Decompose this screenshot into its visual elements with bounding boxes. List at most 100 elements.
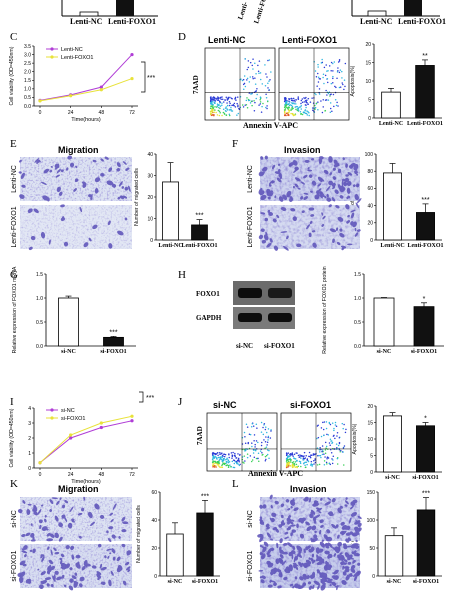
- stained-cell: [284, 536, 289, 540]
- flow-event-dot: [268, 59, 271, 61]
- stained-cell: [67, 155, 73, 160]
- flow-event-dot: [224, 107, 227, 109]
- flow-event-dot: [314, 459, 316, 461]
- stained-cell: [278, 572, 283, 577]
- stained-cell: [47, 546, 50, 550]
- flow-event-dot: [342, 447, 345, 449]
- flow-event-dot: [237, 104, 239, 106]
- panel-letter-g: G: [10, 269, 18, 281]
- stained-cell: [273, 582, 277, 587]
- micro-f-title: Invasion: [284, 145, 321, 155]
- flow-event-dot: [315, 76, 318, 78]
- y-label-c: Cell viability (OD=450nm): [9, 46, 15, 105]
- flow-event-dot: [331, 422, 334, 424]
- flow-event-dot: [324, 74, 327, 77]
- flow-event-dot: [320, 435, 323, 438]
- flow-event-dot: [325, 427, 328, 430]
- stained-cell: [290, 532, 293, 537]
- bar-d-1: [415, 65, 435, 119]
- flow-event-dot: [323, 82, 325, 85]
- stained-cell: [90, 521, 96, 527]
- stained-cell: [353, 552, 360, 557]
- flow-d-header-nc: Lenti-NC: [208, 35, 246, 45]
- flow-event-dot: [217, 97, 220, 99]
- stained-cell: [278, 173, 282, 178]
- flow-event-dot: [210, 105, 213, 108]
- stained-cell: [118, 181, 123, 187]
- stained-cell: [111, 548, 116, 554]
- flow-event-dot: [301, 98, 304, 100]
- stained-cell: [280, 514, 284, 519]
- stained-cell: [298, 561, 303, 568]
- flow-event-dot: [342, 451, 344, 453]
- stained-cell: [345, 497, 348, 500]
- flow-event-dot: [300, 99, 303, 102]
- flow-event-dot: [315, 93, 317, 96]
- sig-bracket-i: ***: [139, 391, 154, 403]
- flow-event-dot: [300, 454, 302, 457]
- flow-event-dot: [325, 89, 327, 92]
- stained-cell: [280, 207, 287, 211]
- flow-event-dot: [324, 110, 326, 112]
- flow-event-dot: [330, 70, 332, 72]
- stained-cell: [354, 227, 357, 232]
- stained-cell: [75, 554, 81, 559]
- flow-event-dot: [218, 465, 220, 467]
- flow-event-dot: [265, 431, 268, 434]
- flow-event-dot: [291, 466, 294, 468]
- stained-cell: [331, 523, 337, 529]
- legend-c-nc: Lenti-NC: [61, 47, 83, 53]
- flow-event-dot: [327, 457, 330, 459]
- y-tick-label-d: 10: [365, 79, 371, 85]
- flow-event-dot: [332, 435, 335, 437]
- chart-f-invasion: 020406080100Number of invaded cellsLenti…: [350, 152, 444, 249]
- data-point-i-1: [99, 421, 103, 425]
- flow-event-dot: [302, 457, 305, 460]
- panel-letter-k: K: [10, 478, 18, 490]
- flow-event-dot: [221, 454, 224, 457]
- flow-event-dot: [246, 68, 249, 71]
- stained-cell: [40, 181, 47, 185]
- stained-cell: [41, 526, 48, 531]
- flow-event-dot: [303, 455, 305, 457]
- stained-cell: [308, 232, 312, 238]
- flow-event-dot: [252, 77, 254, 80]
- bar-h-0: [373, 297, 395, 347]
- flow-event-dot: [328, 442, 331, 444]
- flow-event-dot: [310, 454, 312, 456]
- flow-event-dot: [250, 100, 253, 103]
- stained-cell: [49, 169, 53, 173]
- flow-event-dot: [286, 464, 288, 467]
- flow-event-dot: [333, 61, 336, 63]
- flow-event-dot: [326, 70, 328, 72]
- stained-cell: [299, 576, 304, 581]
- stained-cell: [44, 515, 47, 518]
- stained-cell: [258, 190, 265, 196]
- stained-cell: [277, 585, 282, 589]
- flow-event-dot: [266, 107, 268, 110]
- stained-cell: [268, 191, 274, 196]
- stained-cell: [290, 519, 295, 522]
- flow-event-dot: [238, 460, 241, 463]
- stained-cell: [258, 570, 264, 572]
- flow-event-dot: [236, 459, 239, 462]
- sig-label-j-1: *: [424, 416, 427, 423]
- stained-cell: [299, 533, 305, 539]
- flow-event-dot: [213, 460, 215, 463]
- stained-cell: [350, 212, 355, 219]
- stained-cell: [267, 196, 271, 200]
- stained-cell: [332, 176, 337, 180]
- stained-cell: [124, 217, 128, 221]
- stained-cell: [337, 541, 342, 547]
- flow-event-dot: [319, 78, 322, 80]
- data-point-c-1: [38, 99, 42, 103]
- flow-event-dot: [316, 464, 319, 466]
- stained-cell: [324, 550, 330, 555]
- stained-cell: [282, 194, 288, 201]
- stained-cell: [352, 499, 358, 504]
- stained-cell: [69, 506, 74, 513]
- stained-cell: [294, 166, 299, 171]
- stained-cell: [39, 524, 42, 530]
- flow-event-dot: [216, 452, 219, 454]
- y-tick-label-l: 100: [367, 518, 376, 524]
